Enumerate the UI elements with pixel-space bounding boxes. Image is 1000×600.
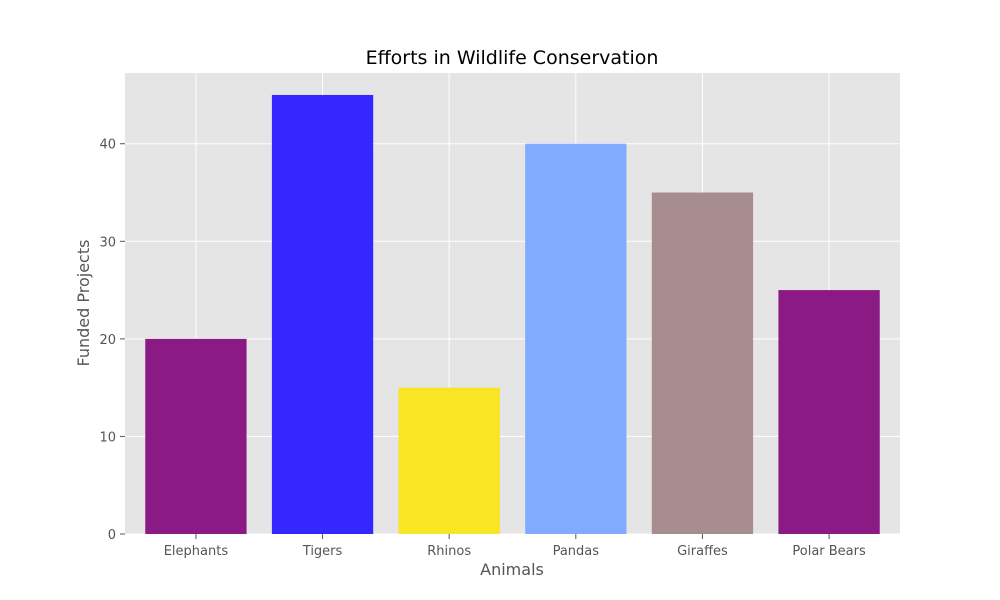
y-axis-label: Funded Projects <box>74 240 93 367</box>
y-tick-label: 20 <box>99 333 116 348</box>
plot-area <box>125 73 900 534</box>
x-tick-label: Tigers <box>302 544 343 559</box>
x-tick-label: Rhinos <box>427 544 471 559</box>
x-axis-label: Animals <box>480 560 544 579</box>
x-tick-label: Elephants <box>164 544 229 559</box>
y-tick-label: 10 <box>99 430 116 445</box>
bars <box>145 94 880 534</box>
x-tick-label: Pandas <box>553 544 600 559</box>
bar-elephants <box>145 338 247 534</box>
y-axis-ticks: 0 10 20 30 40 <box>99 138 125 543</box>
y-tick-label: 30 <box>99 235 116 250</box>
x-tick-label: Polar Bears <box>792 544 866 559</box>
y-tick-label: 0 <box>108 528 116 543</box>
bar-polar-bears <box>778 290 880 534</box>
chart-title: Efforts in Wildlife Conservation <box>366 47 659 69</box>
bar-tigers <box>271 94 374 534</box>
bar-pandas <box>525 143 627 534</box>
x-tick-label: Giraffes <box>677 544 728 559</box>
y-tick-label: 40 <box>99 138 116 153</box>
x-axis-ticks: Elephants Tigers Rhinos Pandas Giraffes Polar… <box>164 534 866 559</box>
bar-giraffes <box>651 192 754 534</box>
bar-rhinos <box>398 387 500 534</box>
